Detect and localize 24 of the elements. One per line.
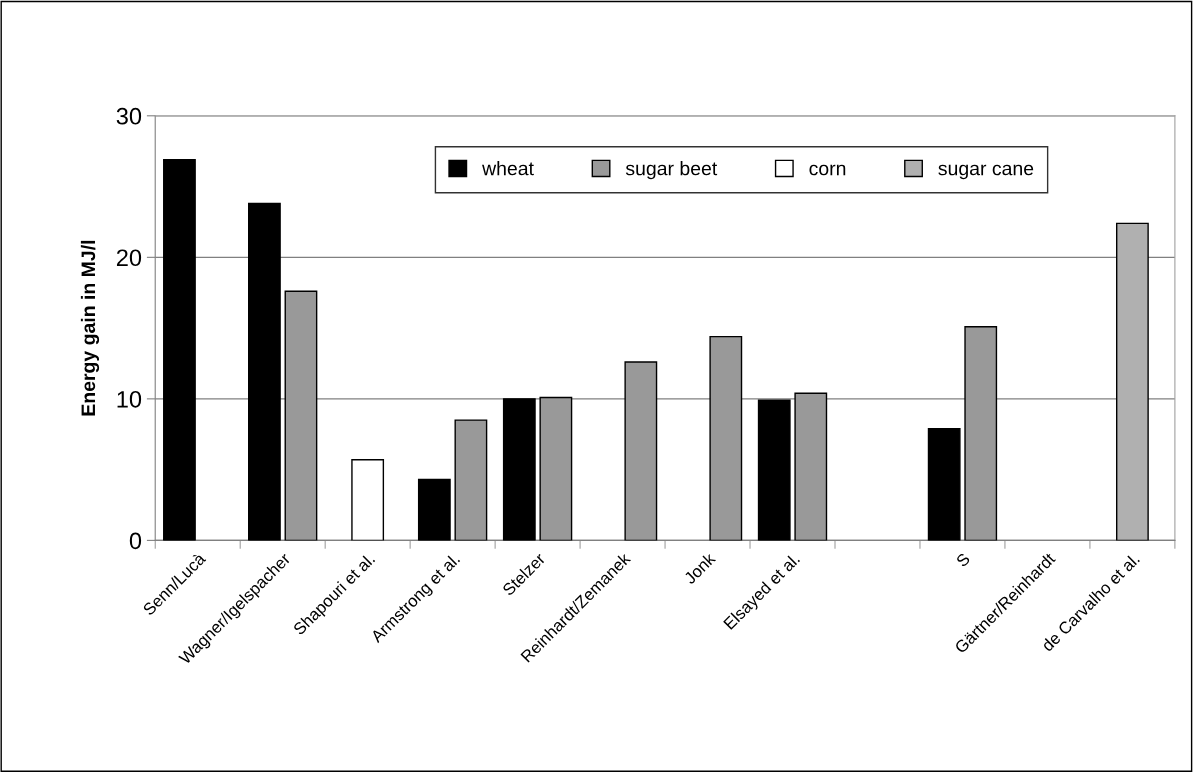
y-tick-label: 30 — [116, 107, 142, 125]
bar — [964, 325, 998, 541]
bar — [927, 427, 961, 541]
y-tick-label: 0 — [129, 532, 142, 550]
bar — [709, 335, 743, 541]
bar — [284, 290, 318, 541]
bar — [757, 399, 791, 541]
bar — [417, 478, 451, 541]
bar — [539, 396, 573, 541]
legend-label: corn — [809, 164, 846, 176]
bar — [624, 361, 658, 541]
legend-label: sugar beet — [625, 161, 718, 180]
y-tick-label: 10 — [117, 390, 142, 408]
legend-label: wheat — [482, 161, 534, 176]
bar — [502, 398, 536, 541]
legend-label: sugar cane — [938, 164, 1034, 180]
bar — [248, 202, 281, 541]
bar — [794, 392, 828, 541]
bar — [454, 419, 488, 541]
bar — [163, 158, 196, 541]
y-axis-title: Energy gain in MJ/l — [80, 240, 100, 416]
bar — [351, 459, 385, 541]
bar — [1116, 222, 1149, 541]
y-tick-label: 20 — [116, 249, 142, 267]
